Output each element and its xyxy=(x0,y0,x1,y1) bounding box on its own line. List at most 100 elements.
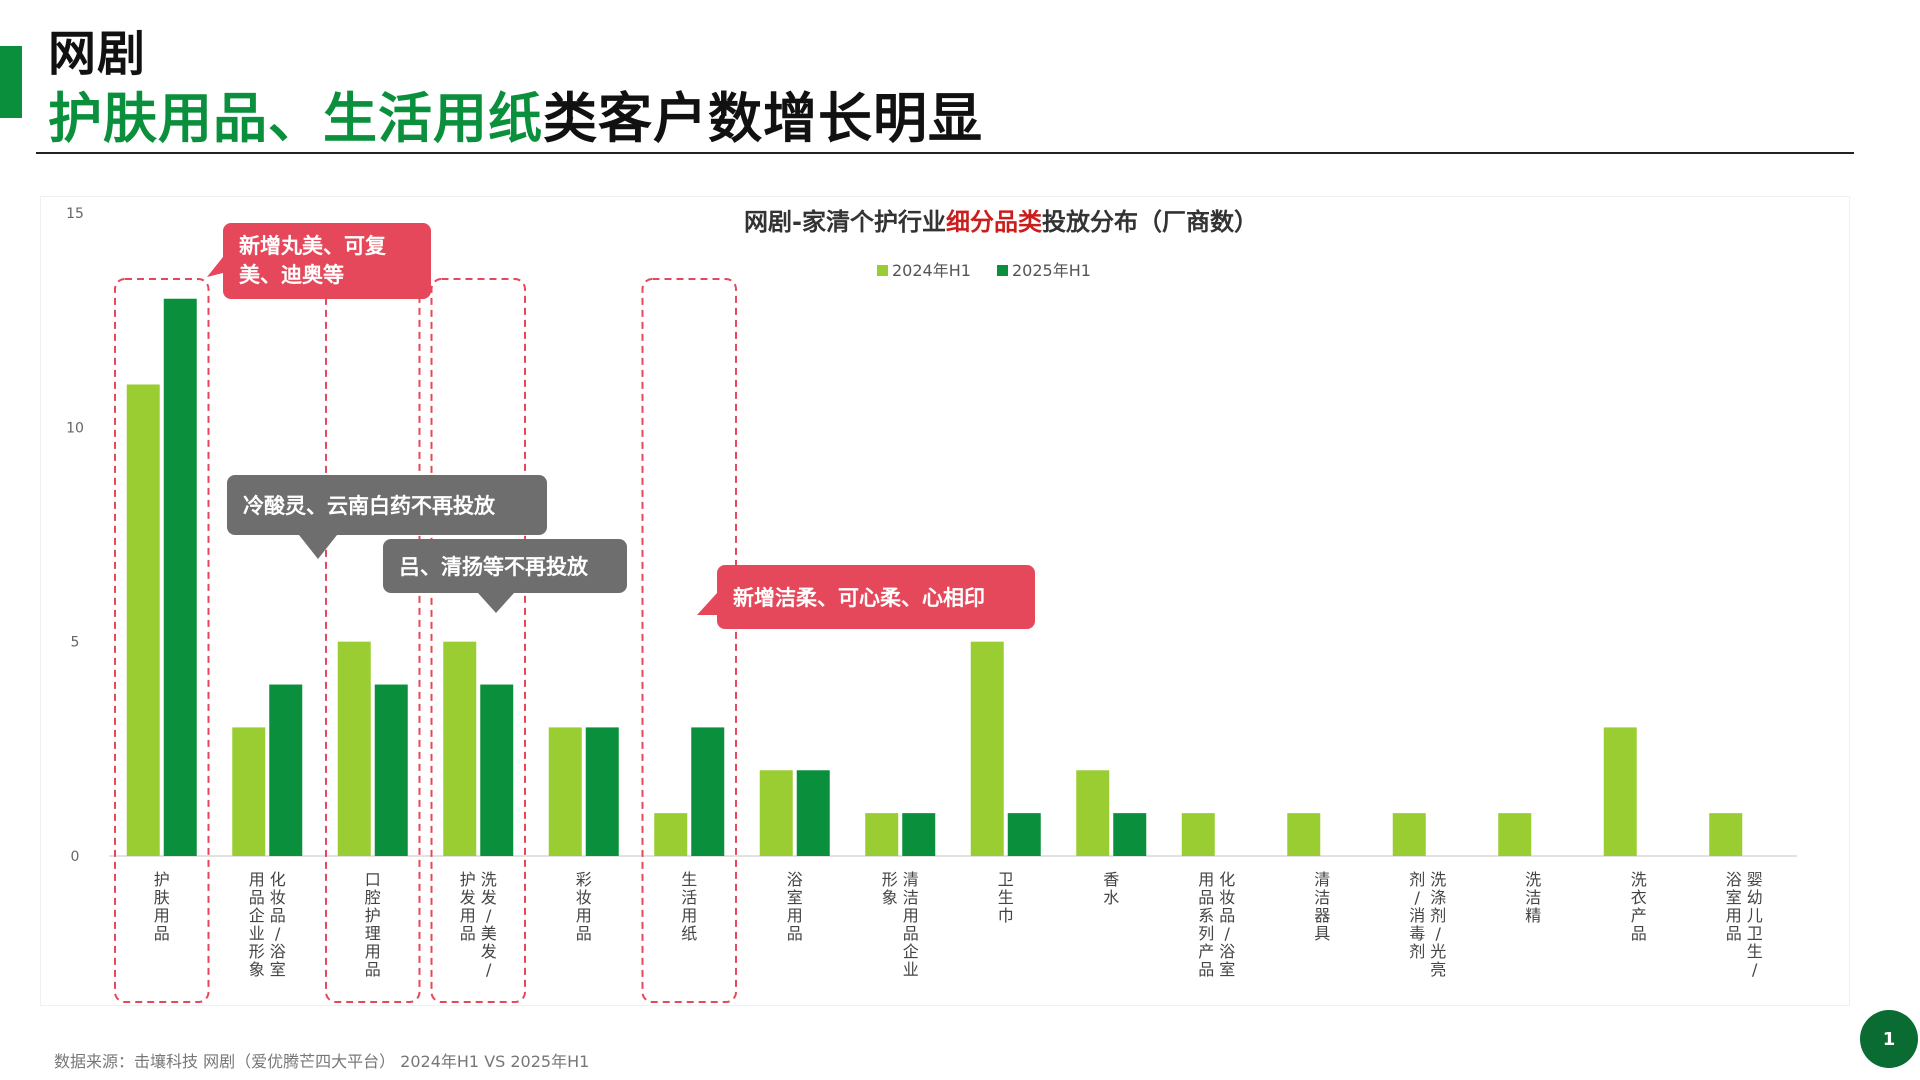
x-tick-label: 化妆品/浴室 xyxy=(270,870,286,979)
callout-pointer xyxy=(207,257,223,277)
x-tick-label: 剂/消毒剂 xyxy=(1409,870,1425,961)
bar xyxy=(480,684,514,856)
chart-title-part-2: 投放分布（厂商数） xyxy=(1042,208,1258,236)
title-divider xyxy=(36,152,1854,154)
bar xyxy=(126,384,160,856)
callout-text: 新增丸美、可复美、迪奥等 xyxy=(239,234,387,287)
x-tick-char: 精 xyxy=(1525,906,1541,925)
x-tick-char: 巾 xyxy=(998,906,1014,925)
x-tick-char: 护 xyxy=(154,870,170,889)
x-tick-char: 美 xyxy=(481,924,497,943)
x-tick-char: 化 xyxy=(270,870,286,889)
page-number-badge: 1 xyxy=(1860,1010,1918,1068)
x-tick-char: 洁 xyxy=(1314,888,1330,907)
bar xyxy=(1181,813,1215,856)
x-tick-char: 列 xyxy=(1198,924,1214,943)
x-tick-char: 品 xyxy=(576,924,592,943)
x-tick-char: 发 xyxy=(460,888,476,907)
source-footnote: 数据来源：击壤科技 网剧（爱优腾芒四大平台） 2024年H1 VS 2025年H… xyxy=(54,1052,590,1071)
bar xyxy=(585,727,619,856)
x-tick-char: / xyxy=(1415,888,1421,907)
x-tick-char: 用 xyxy=(249,870,265,889)
chart-title: 网剧-家清个护行业细分品类投放分布（厂商数） xyxy=(744,208,1258,236)
x-tick-label: 彩妆用品 xyxy=(576,870,592,943)
bar xyxy=(865,813,899,856)
x-tick-char: 涤 xyxy=(1430,888,1446,907)
x-tick-char: 象 xyxy=(249,960,265,979)
x-tick-label: 化妆品/浴室 xyxy=(1219,870,1235,979)
x-tick-label: 卫生巾 xyxy=(998,870,1014,925)
bar xyxy=(1709,813,1743,856)
x-tick-char: 用 xyxy=(1198,870,1214,889)
x-tick-label: 护肤用品 xyxy=(154,870,170,943)
x-tick-char: 室 xyxy=(270,960,286,979)
title-accent-bar xyxy=(0,46,22,118)
x-tick-char: 形 xyxy=(882,870,898,889)
x-tick-char: 活 xyxy=(681,888,697,907)
x-tick-char: 化 xyxy=(1219,870,1235,889)
x-tick-char: 洁 xyxy=(1525,888,1541,907)
x-tick-char: 肤 xyxy=(154,888,170,907)
x-tick-char: 衣 xyxy=(1631,888,1647,907)
x-tick-char: 妆 xyxy=(1219,888,1235,907)
callout-text: 冷酸灵、云南白药不再投放 xyxy=(243,494,496,518)
y-tick-label: 10 xyxy=(66,420,84,436)
legend-label: 2025年H1 xyxy=(1012,261,1091,280)
x-tick-char: 具 xyxy=(1314,924,1330,943)
callout-box xyxy=(717,565,1035,629)
x-tick-char: 系 xyxy=(1198,906,1214,925)
bar xyxy=(970,641,1004,856)
x-tick-char: 用 xyxy=(787,906,803,925)
x-tick-char: 毒 xyxy=(1409,924,1425,943)
x-tick-char: 儿 xyxy=(1747,906,1763,925)
bar xyxy=(1076,770,1110,856)
x-tick-char: 室 xyxy=(787,888,803,907)
legend-swatch xyxy=(997,265,1008,276)
x-tick-label: 用品系列产品 xyxy=(1198,870,1214,979)
bar xyxy=(232,727,266,856)
x-tick-char: / xyxy=(275,924,281,943)
x-tick-char: 浴 xyxy=(1219,942,1235,961)
callout-line: 新增丸美、可复 xyxy=(239,234,387,258)
callout-line: 美、迪奥等 xyxy=(239,263,344,287)
x-tick-char: 品 xyxy=(154,924,170,943)
x-tick-label: 形象 xyxy=(882,870,898,907)
x-tick-char: 用 xyxy=(460,906,476,925)
x-tick-char: 室 xyxy=(1726,888,1742,907)
x-tick-char: 用 xyxy=(154,906,170,925)
x-tick-label: 清洁器具 xyxy=(1314,870,1330,943)
bar xyxy=(337,641,371,856)
page-title: 网剧 xyxy=(48,26,147,82)
bar xyxy=(1603,727,1637,856)
x-tick-label: 口腔护理用品 xyxy=(365,870,381,979)
x-tick-char: 护 xyxy=(460,870,476,889)
x-tick-char: 产 xyxy=(1198,942,1214,961)
x-tick-char: 生 xyxy=(681,870,697,889)
bar xyxy=(1007,813,1041,856)
x-tick-char: 产 xyxy=(1631,906,1647,925)
bar xyxy=(443,641,477,856)
bar xyxy=(548,727,582,856)
x-tick-char: 品 xyxy=(787,924,803,943)
x-tick-char: 品 xyxy=(460,924,476,943)
x-tick-char: 剂 xyxy=(1409,942,1425,961)
x-tick-char: / xyxy=(486,960,492,979)
x-tick-char: 洁 xyxy=(903,888,919,907)
x-tick-char: 婴 xyxy=(1747,870,1763,889)
x-tick-char: 光 xyxy=(1430,942,1446,961)
y-tick-label: 15 xyxy=(66,206,84,222)
bar xyxy=(1287,813,1321,856)
x-tick-char: 品 xyxy=(1726,924,1742,943)
chart-title-part-0: 网剧-家清个护行业 xyxy=(744,208,946,236)
highlight-frame xyxy=(641,278,737,1003)
page-subtitle: 护肤用品、生活用纸类客户数增长明显 xyxy=(48,74,983,153)
callout-text: 吕、清扬等不再投放 xyxy=(399,555,589,579)
x-tick-char: 器 xyxy=(1314,906,1330,925)
bar xyxy=(1392,813,1426,856)
x-tick-char: 品 xyxy=(1631,924,1647,943)
x-tick-char: 香 xyxy=(1103,870,1119,889)
x-tick-char: 品 xyxy=(270,906,286,925)
x-tick-char: 剂 xyxy=(1430,906,1446,925)
x-tick-char: 水 xyxy=(1103,888,1119,907)
x-tick-char: 剂 xyxy=(1409,870,1425,889)
